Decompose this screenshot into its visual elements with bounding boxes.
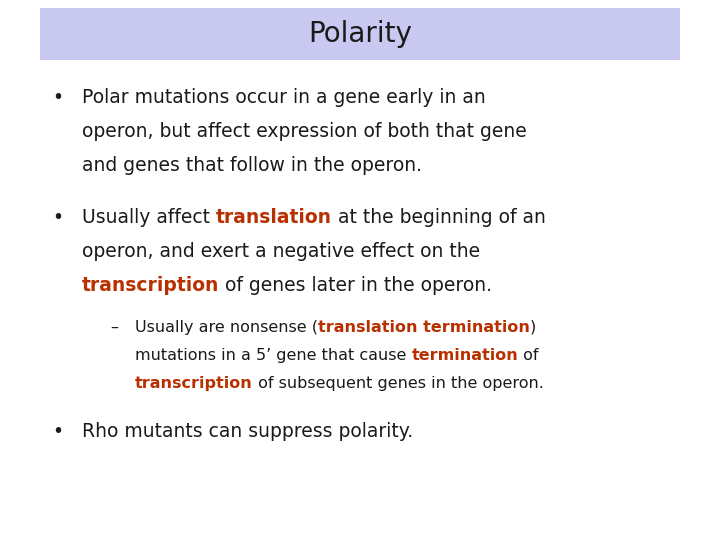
Text: translation termination: translation termination [318, 320, 530, 335]
Text: Polar mutations occur in a gene early in an: Polar mutations occur in a gene early in… [82, 88, 486, 107]
Text: Rho mutants can suppress polarity.: Rho mutants can suppress polarity. [82, 422, 413, 441]
Text: Usually are nonsense (: Usually are nonsense ( [135, 320, 318, 335]
Text: Usually affect: Usually affect [82, 208, 216, 227]
Text: termination: termination [412, 348, 518, 363]
Text: of subsequent genes in the operon.: of subsequent genes in the operon. [253, 376, 544, 391]
Text: •: • [52, 88, 63, 107]
Text: ): ) [530, 320, 536, 335]
FancyBboxPatch shape [40, 8, 680, 60]
Text: Polarity: Polarity [308, 20, 412, 48]
Text: at the beginning of an: at the beginning of an [332, 208, 546, 227]
Text: of genes later in the operon.: of genes later in the operon. [220, 276, 492, 295]
Text: operon, but affect expression of both that gene: operon, but affect expression of both th… [82, 122, 527, 141]
Text: •: • [52, 422, 63, 441]
Text: of: of [518, 348, 539, 363]
Text: and genes that follow in the operon.: and genes that follow in the operon. [82, 156, 422, 175]
Text: mutations in a 5’ gene that cause: mutations in a 5’ gene that cause [135, 348, 412, 363]
Text: transcription: transcription [82, 276, 220, 295]
Text: •: • [52, 208, 63, 227]
Text: translation: translation [216, 208, 332, 227]
Text: operon, and exert a negative effect on the: operon, and exert a negative effect on t… [82, 242, 480, 261]
Text: –: – [110, 320, 118, 335]
Text: transcription: transcription [135, 376, 253, 391]
